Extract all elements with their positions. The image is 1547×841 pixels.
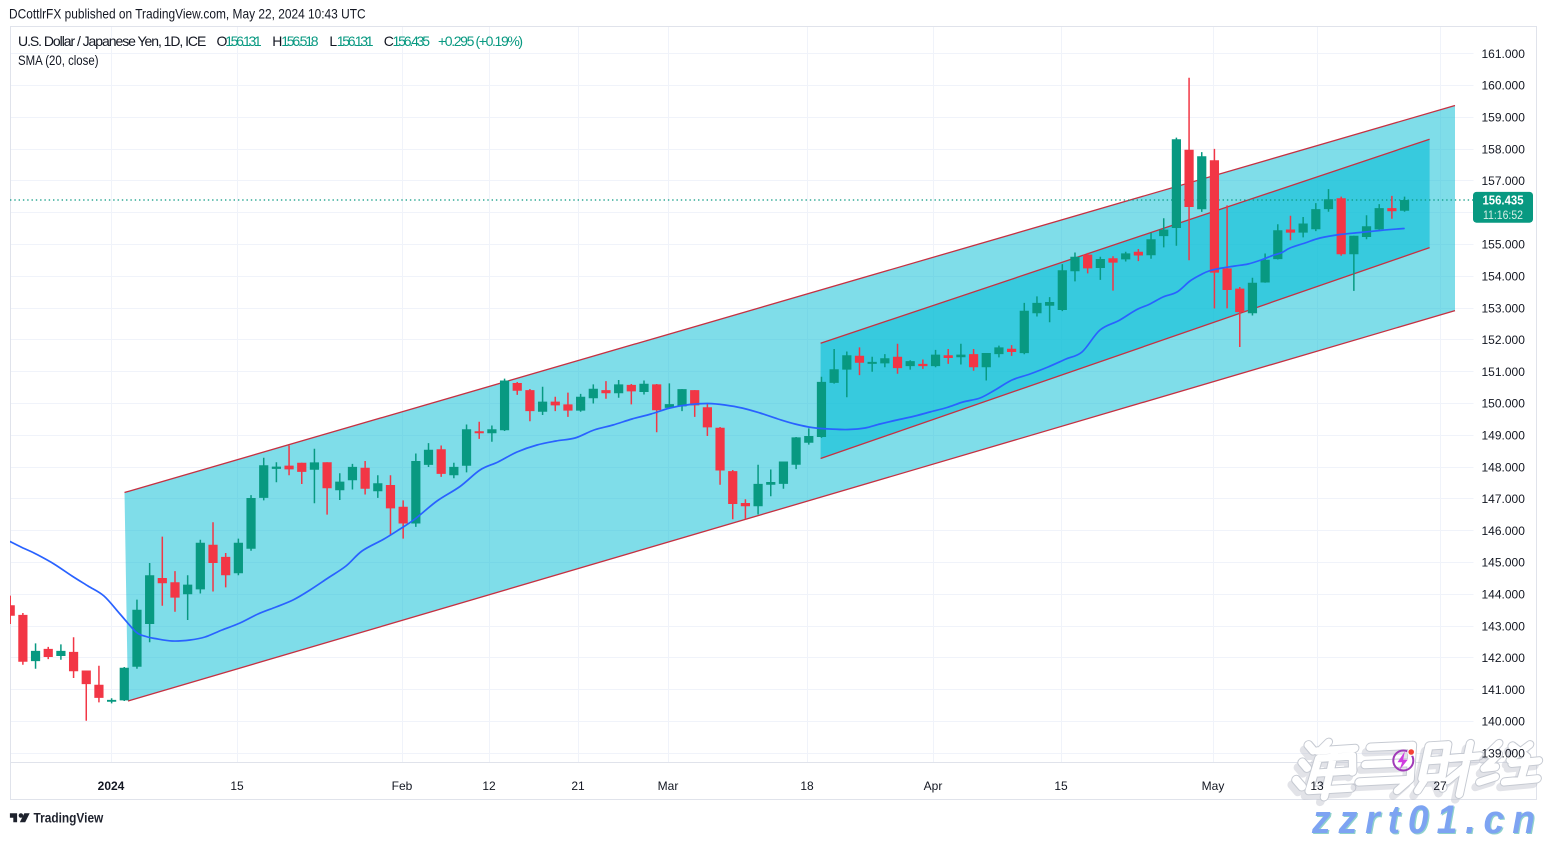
svg-text:139.000: 139.000: [1482, 747, 1526, 761]
svg-text:141.000: 141.000: [1482, 683, 1526, 697]
svg-text:151.000: 151.000: [1482, 365, 1526, 379]
svg-text:13: 13: [1310, 779, 1324, 793]
svg-text:140.000: 140.000: [1482, 715, 1526, 729]
svg-text:149.000: 149.000: [1482, 429, 1526, 443]
svg-text:27: 27: [1433, 779, 1447, 793]
svg-text:May: May: [1202, 779, 1225, 793]
svg-text:TradingView: TradingView: [34, 810, 104, 825]
svg-text:148.000: 148.000: [1482, 460, 1526, 474]
svg-text:155.000: 155.000: [1482, 238, 1526, 252]
svg-text:Mar: Mar: [658, 779, 679, 793]
svg-text:143.000: 143.000: [1482, 619, 1526, 633]
svg-text:12: 12: [482, 779, 496, 793]
svg-text:zzrt01.cn: zzrt01.cn: [1311, 798, 1543, 836]
svg-text:Apr: Apr: [924, 779, 943, 793]
svg-text:144.000: 144.000: [1482, 588, 1526, 602]
svg-text:DCottlrFX published on Trading: DCottlrFX published on TradingView.com, …: [9, 6, 366, 22]
svg-text:147.000: 147.000: [1482, 492, 1526, 506]
svg-text:142.000: 142.000: [1482, 651, 1526, 665]
svg-text:15: 15: [230, 779, 244, 793]
svg-text:11:16:52: 11:16:52: [1483, 208, 1523, 222]
svg-text:159.000: 159.000: [1482, 111, 1526, 125]
svg-text:153.000: 153.000: [1482, 301, 1526, 315]
svg-text:18: 18: [800, 779, 814, 793]
svg-text:160.000: 160.000: [1482, 79, 1526, 93]
svg-text:157.000: 157.000: [1482, 174, 1526, 188]
svg-text:SMA (20, close): SMA (20, close): [18, 52, 99, 68]
svg-text:U.S. Dollar / Japanese Yen, 1D: U.S. Dollar / Japanese Yen, 1D, ICE O156.…: [18, 33, 523, 49]
svg-text:146.000: 146.000: [1482, 524, 1526, 538]
svg-text:145.000: 145.000: [1482, 556, 1526, 570]
svg-text:156.435: 156.435: [1483, 194, 1524, 208]
svg-text:158.000: 158.000: [1482, 142, 1526, 156]
svg-text:zzrt01.cn: zzrt01.cn: [1312, 799, 1544, 836]
svg-text:154.000: 154.000: [1482, 270, 1526, 284]
svg-text:2024: 2024: [98, 779, 125, 793]
svg-text:Feb: Feb: [392, 779, 413, 793]
svg-text:21: 21: [571, 779, 585, 793]
svg-text:15: 15: [1054, 779, 1068, 793]
svg-text:161.000: 161.000: [1482, 47, 1526, 61]
svg-text:150.000: 150.000: [1482, 397, 1526, 411]
svg-text:152.000: 152.000: [1482, 333, 1526, 347]
